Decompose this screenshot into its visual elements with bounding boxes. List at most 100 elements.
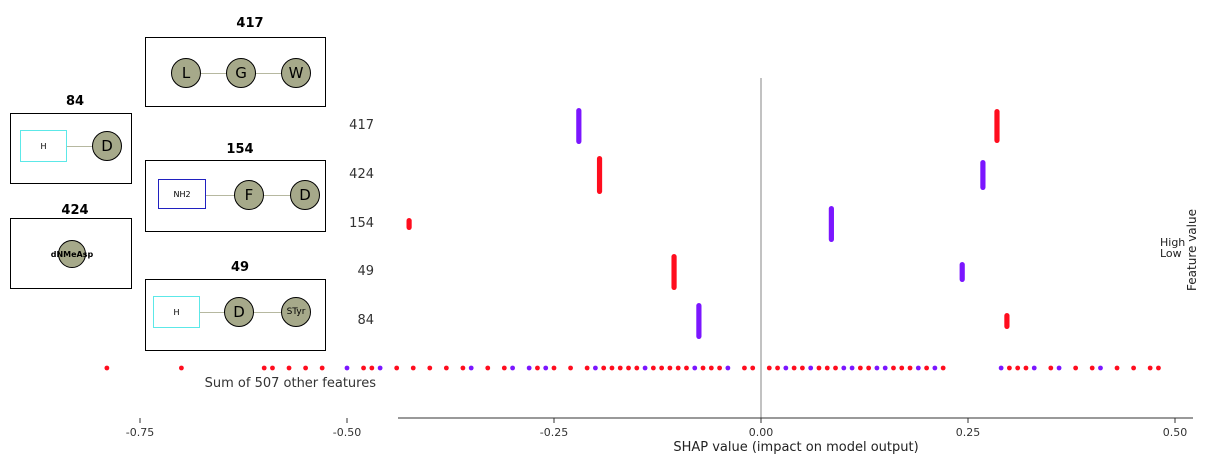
shap-cluster — [406, 218, 412, 230]
shap-point — [833, 365, 838, 371]
shap-point — [286, 365, 292, 371]
x-ticks: -0.75-0.50-0.250.000.250.500.751.00 — [126, 418, 1188, 439]
shap-point — [783, 365, 789, 371]
residue-node: STyr — [281, 297, 311, 327]
shap-point — [791, 365, 797, 371]
shap-point — [907, 365, 913, 371]
bond — [200, 312, 310, 314]
shap-cluster — [994, 109, 1000, 143]
x-tick-label: -0.25 — [540, 426, 568, 439]
shap-point — [882, 365, 888, 371]
shap-point — [501, 365, 507, 371]
shap-cluster — [596, 156, 603, 194]
shap-point — [874, 365, 880, 371]
shap-cluster — [671, 254, 677, 290]
feature-label-84: 84 — [357, 313, 374, 328]
shap-point — [998, 365, 1004, 371]
shap-point — [361, 365, 366, 371]
shap-point — [849, 365, 855, 371]
bond — [67, 146, 107, 148]
shap-point — [667, 365, 673, 371]
shap-point — [270, 365, 275, 371]
terminal-box: NH2 — [158, 179, 206, 209]
structure-title-424: 424 — [61, 203, 89, 218]
terminal-box: H — [153, 296, 200, 328]
shap-point — [1007, 365, 1012, 371]
shap-point — [601, 365, 607, 371]
shap-cluster — [1004, 313, 1010, 329]
shap-point — [303, 365, 308, 371]
residue-node: L — [171, 58, 201, 88]
shap-point — [394, 365, 400, 371]
x-tick-label: -0.50 — [333, 426, 361, 439]
shap-point — [841, 365, 847, 371]
shap-point — [642, 365, 648, 371]
feature-label-other: Sum of 507 other features — [204, 376, 376, 391]
shap-cluster — [980, 160, 986, 190]
residue-node: W — [281, 58, 311, 88]
structure-title-417: 417 — [236, 16, 264, 31]
x-tick-label: 0.50 — [1163, 426, 1188, 439]
shap-point — [742, 365, 747, 371]
shap-point — [568, 365, 573, 371]
shap-point — [344, 365, 350, 371]
shap-point — [626, 365, 631, 371]
shap-point — [584, 365, 590, 371]
residue-node: F — [234, 180, 264, 210]
residue-node: D — [290, 180, 320, 210]
shap-point — [800, 365, 805, 371]
legend-low-label: Low — [1160, 247, 1182, 260]
shap-point — [891, 365, 896, 371]
residue-node: D — [92, 131, 122, 161]
residue-node: G — [226, 58, 256, 88]
shap-point — [675, 365, 681, 371]
feature-label-424: 424 — [349, 167, 374, 182]
feature-label-154: 154 — [349, 216, 374, 231]
shap-point — [708, 365, 714, 371]
shap-point — [526, 365, 532, 371]
shap-point — [261, 365, 267, 371]
shap-point — [700, 365, 706, 371]
shap-point — [535, 365, 540, 371]
shap-point — [369, 365, 375, 371]
shap-point — [924, 365, 929, 371]
shap-point — [766, 365, 772, 371]
x-tick-label: 0.25 — [956, 426, 981, 439]
feature-label-49: 49 — [357, 264, 374, 279]
x-tick-label: 0.00 — [749, 426, 774, 439]
shap-point — [808, 365, 814, 371]
shap-point — [1048, 365, 1054, 371]
shap-point — [725, 365, 731, 371]
shap-point — [1156, 365, 1161, 371]
shap-point — [551, 365, 557, 371]
terminal-box: H — [20, 130, 67, 162]
structure-panel-424: dNMeAsp — [10, 218, 132, 289]
shap-point — [650, 365, 656, 371]
legend-high-label: High — [1160, 236, 1185, 249]
shap-point — [634, 365, 640, 371]
shap-point — [485, 365, 491, 371]
shap-point — [427, 365, 433, 371]
residue-node: D — [224, 297, 254, 327]
shap-point — [824, 365, 830, 371]
shap-point — [1089, 365, 1095, 371]
shap-point — [717, 365, 722, 371]
feature-label-417: 417 — [349, 118, 374, 133]
shap-point — [932, 365, 938, 371]
x-axis-label: SHAP value (impact on model output) — [673, 440, 918, 455]
shap-point — [609, 365, 615, 371]
shap-point — [410, 365, 416, 371]
structure-panel-154: NH2 F D — [145, 160, 326, 232]
residue-node: dNMeAsp — [51, 240, 93, 268]
shap-point — [1015, 365, 1021, 371]
shap-cluster — [959, 262, 965, 282]
shap-point — [1031, 365, 1037, 371]
shap-point — [857, 365, 863, 371]
shap-point — [468, 365, 474, 371]
shap-point — [659, 365, 665, 371]
shap-point — [915, 365, 921, 371]
shap-point — [1023, 365, 1029, 371]
shap-point — [692, 365, 698, 371]
shap-point — [377, 365, 383, 371]
